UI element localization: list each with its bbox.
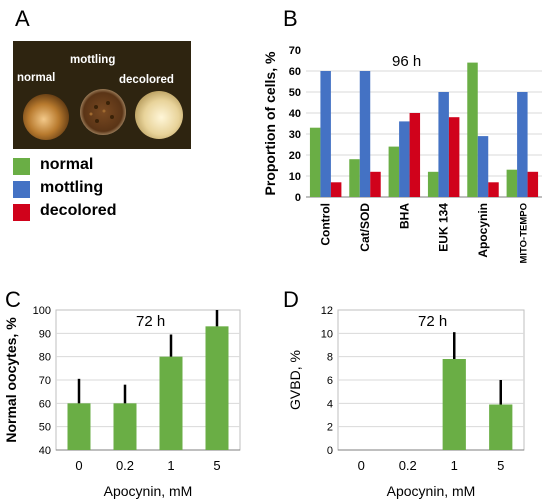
photo-label-mottling: mottling xyxy=(70,54,115,66)
legend-swatch-decolored xyxy=(13,204,30,221)
y-tick-label: 10 xyxy=(289,171,301,183)
bar-decolored-apocynin xyxy=(488,182,499,197)
y-tick-label: 6 xyxy=(327,375,333,387)
y-tick-label: 80 xyxy=(39,352,51,364)
y-axis-label: Proportion of cells, % xyxy=(262,51,278,195)
bar-normal-cat-sod xyxy=(349,159,360,197)
legend-swatch-mottling xyxy=(13,181,30,198)
y-tick-label: 90 xyxy=(39,328,51,340)
bar-1 xyxy=(442,359,466,450)
y-tick-label: 4 xyxy=(327,398,333,410)
panel-letter-a: A xyxy=(15,6,30,31)
y-tick-label: 70 xyxy=(289,45,301,57)
legend-label-decolored: decolored xyxy=(40,202,117,219)
chart-d: 0 2 4 6 8 10 12 0 0.2 1 5 72 h GVBD, % Apocynin, mM xyxy=(287,305,525,499)
y-tick-label: 70 xyxy=(39,375,51,387)
x-tick-label: 0.2 xyxy=(399,458,417,473)
panel-letter-d: D xyxy=(283,287,299,312)
x-tick-label: Cat/SOD xyxy=(358,203,372,252)
x-tick-label: 1 xyxy=(451,458,458,473)
x-tick-label: Control xyxy=(319,203,333,246)
decolored-oocyte xyxy=(135,91,183,139)
panel-letter-c: C xyxy=(5,287,21,312)
y-tick-label: 60 xyxy=(39,398,51,410)
x-tick-label: 5 xyxy=(497,458,504,473)
x-tick-label: 0.2 xyxy=(116,458,134,473)
bar-decolored-control xyxy=(330,182,342,197)
bar-normal-euk-134 xyxy=(427,171,439,197)
x-tick-label: 0 xyxy=(75,458,82,473)
y-tick-label: 100 xyxy=(33,305,51,317)
bar-mottling-apocynin xyxy=(477,136,489,197)
y-tick-label: 2 xyxy=(327,422,333,434)
chart-c: 40 50 60 70 80 90 100 0 0.2 1 5 72 h Normal oocytes,… xyxy=(3,305,241,499)
bar-0 xyxy=(67,403,91,450)
legend-label-normal: normal xyxy=(40,156,94,173)
y-tick-label: 10 xyxy=(321,328,333,340)
bar-5 xyxy=(489,404,513,450)
bar-0-2 xyxy=(113,403,137,450)
chart-b: 0 10 20 30 40 50 60 70 Control Cat/SOD BHA EUK 134 A… xyxy=(262,45,542,264)
bar-normal-bha xyxy=(388,146,400,197)
panel-letter-b: B xyxy=(283,6,298,31)
bar-5 xyxy=(205,326,229,450)
chart-annotation: 96 h xyxy=(392,53,421,70)
y-tick-label: 50 xyxy=(289,87,301,99)
y-tick-label: 50 xyxy=(39,422,51,434)
y-tick-label: 20 xyxy=(289,150,301,162)
legend-swatch-normal xyxy=(13,158,30,175)
x-tick-label: EUK 134 xyxy=(437,203,451,252)
x-tick-label: BHA xyxy=(397,203,411,229)
x-tick-label: MITO-TEMPO xyxy=(518,203,529,264)
legend-label-mottling: mottling xyxy=(40,179,104,196)
bar-1 xyxy=(159,356,183,450)
y-tick-label: 12 xyxy=(321,305,333,317)
x-tick-label: Apocynin xyxy=(476,203,490,258)
x-tick-label: 5 xyxy=(213,458,220,473)
oocyte-photo: normal mottling decolored xyxy=(13,41,191,149)
y-tick-label: 30 xyxy=(289,129,301,141)
bar-decolored-euk-134 xyxy=(448,117,460,197)
y-axis-label: GVBD, % xyxy=(287,350,303,410)
bar-normal-apocynin xyxy=(467,62,478,197)
chart-annotation: 72 h xyxy=(136,313,165,330)
y-tick-label: 0 xyxy=(327,445,333,457)
bar-mottling-cat-sod xyxy=(359,71,371,197)
bar-decolored-bha xyxy=(409,113,421,197)
normal-oocyte xyxy=(23,94,69,140)
bar-decolored-mito-tempo xyxy=(527,171,539,197)
x-tick-label: 1 xyxy=(167,458,174,473)
y-axis-label: Normal oocytes, % xyxy=(3,317,19,443)
bar-decolored-cat-sod xyxy=(370,171,381,197)
y-tick-label: 40 xyxy=(289,108,301,120)
y-tick-label: 40 xyxy=(39,445,51,457)
bar-normal-mito-tempo xyxy=(506,169,518,197)
bar-normal-control xyxy=(309,127,321,197)
y-tick-label: 0 xyxy=(295,192,301,204)
x-axis-label: Apocynin, mM xyxy=(387,483,476,499)
bar-mottling-euk-134 xyxy=(438,92,449,197)
x-axis-label: Apocynin, mM xyxy=(104,483,193,499)
bar-mottling-control xyxy=(320,71,331,197)
bar-mottling-bha xyxy=(399,121,410,197)
chart-annotation: 72 h xyxy=(418,313,447,330)
photo-label-normal: normal xyxy=(17,72,55,84)
y-tick-label: 8 xyxy=(327,352,333,364)
photo-label-decolored: decolored xyxy=(119,74,174,86)
bar-mottling-mito-tempo xyxy=(517,92,528,197)
oocyte-photo-drawing: normal mottling decolored xyxy=(17,54,183,140)
plot-frame xyxy=(306,50,542,197)
x-tick-label: 0 xyxy=(358,458,365,473)
y-tick-label: 60 xyxy=(289,66,301,78)
